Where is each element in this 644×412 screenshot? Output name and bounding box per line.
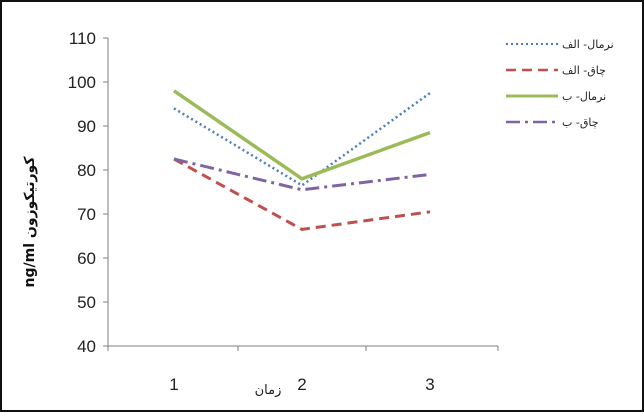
legend-label-3: نرمال- ب: [562, 90, 606, 103]
series-line-2: [173, 157, 431, 231]
y-tick-label: 50: [77, 293, 96, 312]
y-tick-label: 90: [77, 117, 96, 136]
y-tick-label: 100: [68, 73, 96, 92]
legend-label-1: نرمال- الف: [562, 38, 614, 51]
x-tick-label: 2: [297, 375, 306, 394]
series-line-3: [173, 89, 431, 181]
series-line-1: [173, 91, 431, 187]
legend: نرمال- الف چاق- الف نرمال- ب چاق- ب: [506, 38, 614, 129]
series-line-4: [173, 157, 431, 192]
axes: 40 50 60 70 80 90 100 110 1 2 3: [68, 29, 499, 394]
y-tick-label: 80: [77, 161, 96, 180]
legend-label-4: چاق- ب: [562, 116, 599, 129]
y-tick-label: 60: [77, 249, 96, 268]
series-layer: [173, 89, 431, 231]
x-tick-label: 3: [425, 375, 434, 394]
y-axis-label: ng/ml کورتیکوزون: [22, 156, 38, 288]
x-axis-label: زمان: [255, 383, 282, 398]
y-tick-label: 110: [69, 29, 96, 48]
y-tick-label: 70: [77, 205, 96, 224]
x-tick-label: 1: [169, 375, 178, 394]
y-tick-label: 40: [77, 337, 96, 356]
legend-label-2: چاق- الف: [562, 64, 606, 77]
